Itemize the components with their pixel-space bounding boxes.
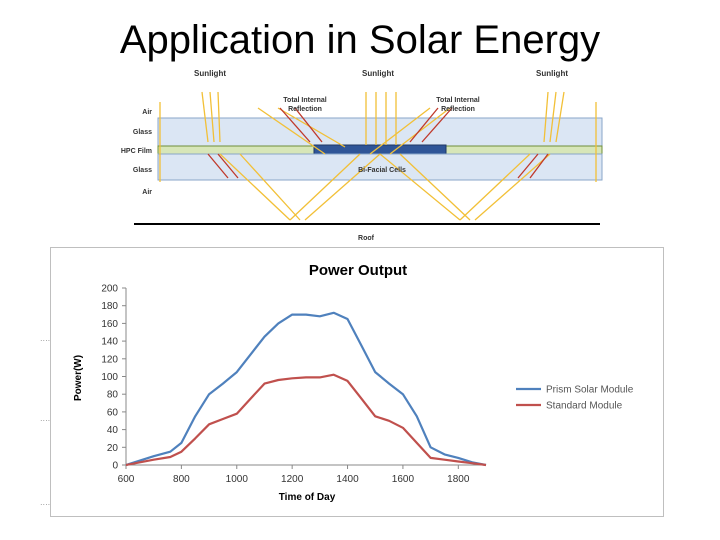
layer-label-glass-bottom: Glass: [133, 167, 152, 174]
y-tick-label: 120: [101, 354, 118, 365]
y-tick-label: 160: [101, 319, 118, 330]
y-axis-label: Power(W): [73, 355, 84, 401]
y-tick-label: 200: [101, 284, 118, 295]
legend: Prism Solar Module Standard Module: [516, 385, 634, 412]
x-tick-label: 600: [118, 474, 135, 485]
power-output-chart: Power Output Time of Day Power(W) 0 20 40 6…: [73, 262, 634, 503]
series-line-standard-module: [125, 373, 487, 467]
solar-module-diagram: Sunlight Sunlight Sunlight Total Interna…: [121, 69, 603, 242]
series-line-prism-solar-module: [125, 311, 487, 467]
tir-label-left-line1: Total Internal: [283, 97, 326, 104]
slide-title: Application in Solar Energy: [119, 18, 601, 62]
y-tick-label: 100: [101, 372, 118, 383]
tir-label-left-line2: Reflection: [288, 106, 322, 113]
x-tick-label: 800: [173, 474, 190, 485]
y-tick-label: 60: [107, 407, 119, 418]
bifacial-cells-label: Bi-Facial Cells: [358, 167, 406, 174]
y-tick-label: 0: [112, 461, 118, 472]
sunlight-rays: [159, 91, 597, 221]
layer-label-air-top: Air: [142, 109, 152, 116]
y-tick-label: 180: [101, 301, 118, 312]
layer-label-air-bottom: Air: [142, 189, 152, 196]
x-tick-label: 1200: [281, 474, 304, 485]
x-tick-label: 1800: [447, 474, 470, 485]
layer-label-glass-top: Glass: [133, 129, 152, 136]
x-axis-label: Time of Day: [279, 492, 336, 503]
reflected-rays: [207, 107, 549, 179]
glass-layer-top: [157, 117, 603, 147]
y-tick-label: 140: [101, 337, 118, 348]
chart-title: Power Output: [309, 262, 407, 279]
x-tick-label: 1400: [336, 474, 359, 485]
y-tick-label: 20: [107, 443, 119, 454]
y-tick-label: 40: [107, 425, 119, 436]
y-tick-label: 80: [107, 390, 119, 401]
chart-frame: Power Output Time of Day Power(W) 0 20 40 6…: [50, 247, 664, 517]
plot-area: 0 20 40 60 80 100 120 140 160 180 200 600 800 1000 120…: [101, 284, 487, 485]
roof-label: Roof: [358, 235, 375, 242]
layer-label-hpc-film: HPC Film: [121, 148, 152, 155]
x-tick-label: 1000: [226, 474, 249, 485]
tir-label-right-line2: Reflection: [441, 106, 475, 113]
sunlight-label-left: Sunlight: [194, 69, 226, 78]
x-tick-label: 1600: [392, 474, 415, 485]
sunlight-label-center: Sunlight: [362, 69, 394, 78]
tir-label-right-line1: Total Internal: [436, 97, 479, 104]
sunlight-label-right: Sunlight: [536, 69, 568, 78]
legend-label: Prism Solar Module: [546, 385, 634, 396]
legend-label: Standard Module: [546, 401, 623, 412]
